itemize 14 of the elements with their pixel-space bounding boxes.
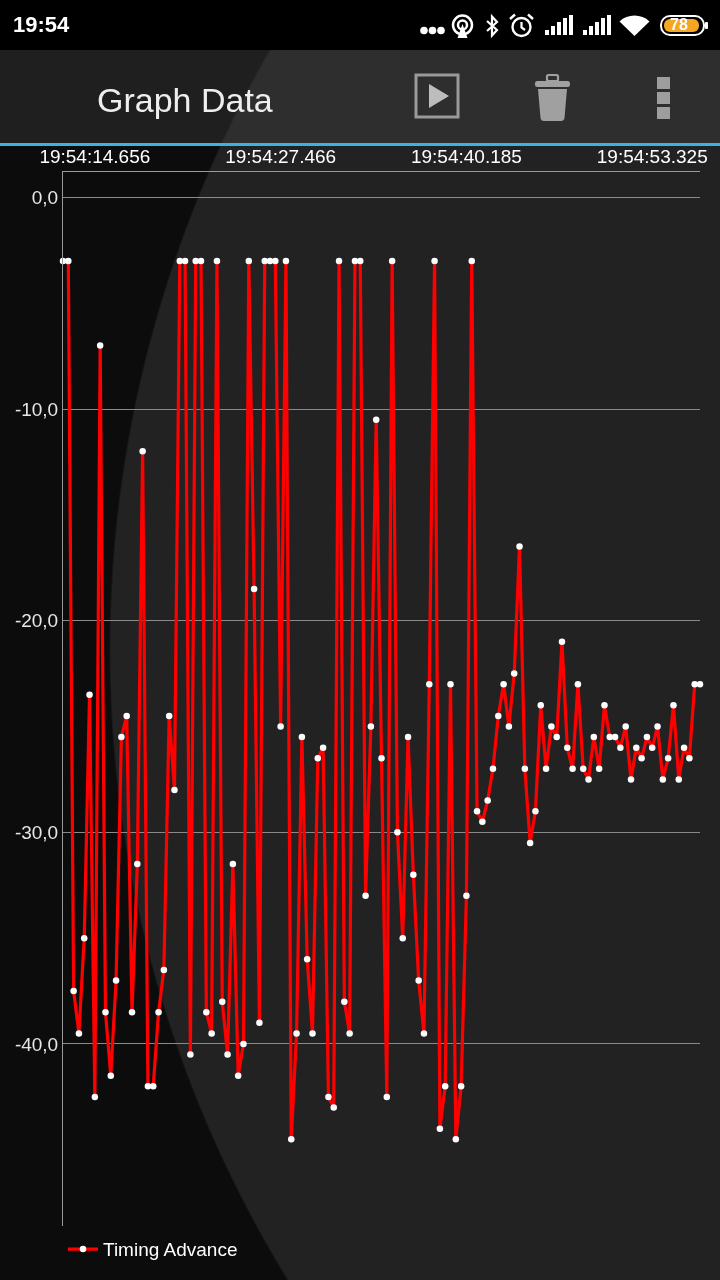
x-tick-label: 19:54:14.656 — [39, 146, 151, 168]
x-tick-label: 19:54:53.325 — [596, 146, 708, 168]
text: 78 — [670, 15, 688, 35]
legend-label: Timing Advance — [103, 1239, 238, 1261]
y-tick-label: -10,0 — [14, 398, 59, 420]
x-tick-label: 19:54:27.466 — [225, 146, 337, 168]
chart-title: Graph Data — [97, 80, 273, 120]
y-tick-label: -30,0 — [14, 821, 59, 843]
app-bar: Graph Data — [0, 50, 720, 146]
y-tick-label: -20,0 — [14, 610, 59, 632]
y-tick-label: -40,0 — [14, 1033, 59, 1055]
x-tick-label: 19:54:40.185 — [410, 146, 522, 168]
y-tick-label: 0,0 — [31, 187, 59, 209]
text: 19:54 — [13, 12, 70, 38]
